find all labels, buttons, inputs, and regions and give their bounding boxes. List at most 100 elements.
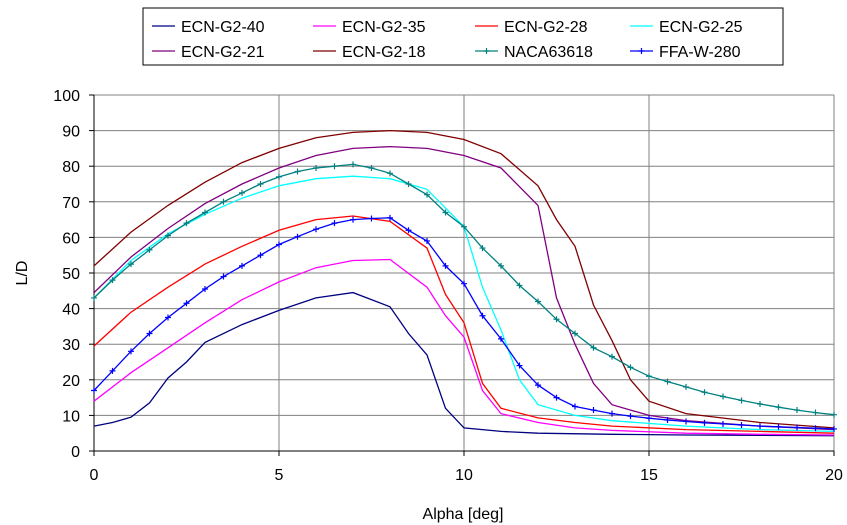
legend-item: ECN-G2-25	[630, 19, 743, 36]
data-point	[794, 407, 800, 414]
data-point	[220, 198, 227, 205]
data-point	[738, 397, 745, 404]
data-point	[128, 261, 134, 268]
data-point	[461, 223, 467, 230]
legend-item: NACA63618	[475, 44, 593, 61]
legend-label: ECN-G2-25	[659, 19, 743, 36]
y-tick-label: 80	[62, 159, 80, 176]
data-point	[313, 226, 319, 233]
data-point	[757, 401, 763, 408]
legend-box	[142, 7, 784, 66]
data-point	[405, 227, 412, 234]
data-point	[757, 423, 763, 430]
y-tick-label: 50	[62, 266, 80, 283]
y-tick-label: 20	[62, 373, 80, 390]
data-point	[627, 364, 634, 371]
x-axis-ticks: 0 5 10 15 20	[90, 451, 843, 484]
series-line	[93, 129, 835, 429]
data-point	[91, 387, 97, 394]
data-point	[146, 246, 153, 253]
data-point	[276, 173, 282, 180]
series-ecn-g2-18	[93, 129, 835, 429]
data-point	[368, 164, 375, 171]
legend-item: ECN-G2-40	[152, 19, 265, 36]
data-point	[109, 277, 116, 284]
data-point	[701, 419, 708, 426]
data-point	[498, 335, 504, 342]
legend: ECN-G2-40 ECN-G2-35 ECN-G2-28 ECN-G2-25 ECN-…	[142, 7, 784, 66]
legend-marker	[483, 48, 490, 54]
series-naca63618	[91, 161, 837, 418]
data-point	[146, 330, 153, 337]
y-tick-label: 90	[62, 124, 80, 141]
data-point	[812, 425, 819, 432]
y-tick-label: 10	[62, 408, 80, 425]
data-point	[165, 314, 171, 321]
data-point	[535, 382, 541, 389]
data-point	[646, 373, 652, 380]
data-point	[701, 389, 708, 396]
data-point	[128, 348, 134, 355]
data-point	[442, 209, 449, 216]
x-tick-label: 20	[825, 467, 843, 484]
data-point	[202, 286, 208, 293]
data-point	[109, 367, 116, 374]
data-point	[424, 191, 430, 198]
data-point	[479, 245, 486, 252]
data-point	[553, 316, 560, 323]
data-point	[294, 233, 301, 240]
data-point	[627, 413, 634, 420]
data-point	[683, 383, 689, 390]
legend-label: NACA63618	[504, 44, 593, 61]
data-point	[664, 378, 671, 385]
legend-item: ECN-G2-18	[313, 44, 426, 61]
data-point	[812, 409, 819, 416]
data-point	[239, 262, 245, 269]
series-line	[93, 215, 835, 434]
data-point	[91, 294, 97, 301]
legend-label: ECN-G2-28	[504, 19, 588, 36]
data-point	[202, 209, 208, 216]
data-point	[646, 415, 652, 422]
data-point	[239, 189, 245, 196]
data-point	[442, 262, 449, 269]
data-point	[738, 422, 745, 429]
legend-label: ECN-G2-18	[342, 44, 426, 61]
data-point	[331, 163, 338, 170]
y-axis-label: L/D	[14, 261, 31, 286]
legend-item: ECN-G2-28	[475, 19, 588, 36]
series-line	[93, 145, 835, 431]
legend-label: FFA-W-280	[659, 44, 741, 61]
data-point	[183, 220, 190, 227]
legend-item: ECN-G2-35	[313, 19, 426, 36]
series-ecn-g2-21	[93, 145, 835, 431]
y-tick-label: 0	[71, 444, 80, 461]
series-ecn-g2-25	[93, 175, 835, 433]
data-point	[183, 300, 190, 307]
legend-label: ECN-G2-40	[181, 19, 265, 36]
plot-area	[91, 94, 837, 452]
data-point	[664, 417, 671, 424]
series-ffa-w-280	[91, 214, 837, 432]
data-point	[294, 168, 301, 175]
y-tick-label: 100	[53, 88, 80, 105]
data-point	[831, 411, 837, 418]
data-point	[516, 362, 523, 369]
y-tick-label: 70	[62, 195, 80, 212]
data-point	[590, 407, 597, 414]
series-line	[93, 291, 835, 437]
legend-label: ECN-G2-35	[342, 19, 426, 36]
x-tick-label: 0	[90, 467, 99, 484]
data-point	[405, 181, 412, 187]
series-ecn-g2-35	[93, 258, 835, 436]
data-point	[794, 424, 800, 431]
data-point	[516, 282, 523, 289]
data-point	[257, 252, 264, 259]
data-point	[535, 298, 541, 305]
legend-marker	[638, 48, 645, 54]
series-ecn-g2-28	[93, 215, 835, 434]
data-point	[590, 344, 597, 351]
y-axis-ticks: 0 10 20 30 40 50 60 70 80 90 100	[53, 88, 94, 461]
data-point	[498, 262, 504, 269]
